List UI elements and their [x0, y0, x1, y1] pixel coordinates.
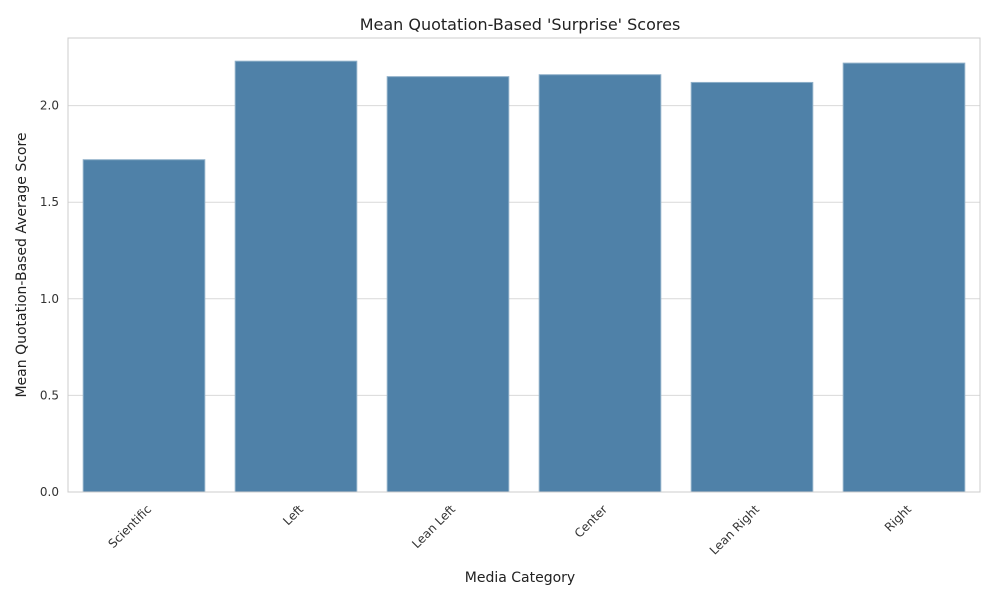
plot-frame [67, 37, 981, 493]
bar-scientific [82, 159, 206, 493]
y-tick-label: 0.5 [40, 388, 59, 402]
x-tick-label: Lean Right [707, 502, 763, 558]
x-tick-label: Left [280, 502, 306, 528]
x-tick-label: Center [572, 502, 611, 541]
chart-title: Mean Quotation-Based 'Surprise' Scores [360, 15, 681, 34]
bar-lean-right [690, 81, 814, 493]
y-tick-labels: 0.0 0.5 1.0 1.5 2.0 [40, 99, 59, 499]
x-axis-label: Media Category [465, 570, 575, 586]
x-tick-label: Scientific [106, 502, 155, 551]
y-tick-label: 1.0 [40, 292, 59, 306]
bar-left [234, 60, 358, 493]
bar-center [538, 74, 662, 493]
y-axis-label: Mean Quotation-Based Average Score [14, 132, 30, 397]
x-tick-label: Lean Left [409, 502, 458, 551]
x-tick-labels: Scientific Left Lean Left Center Lean Right R… [106, 502, 915, 558]
bar-right [842, 62, 966, 493]
y-tick-label: 2.0 [40, 99, 59, 113]
x-tick-label: Right [882, 502, 914, 534]
bar-lean-left [386, 76, 510, 493]
y-tick-label: 0.0 [40, 485, 59, 499]
bars [82, 60, 966, 493]
y-tick-label: 1.5 [40, 195, 59, 209]
